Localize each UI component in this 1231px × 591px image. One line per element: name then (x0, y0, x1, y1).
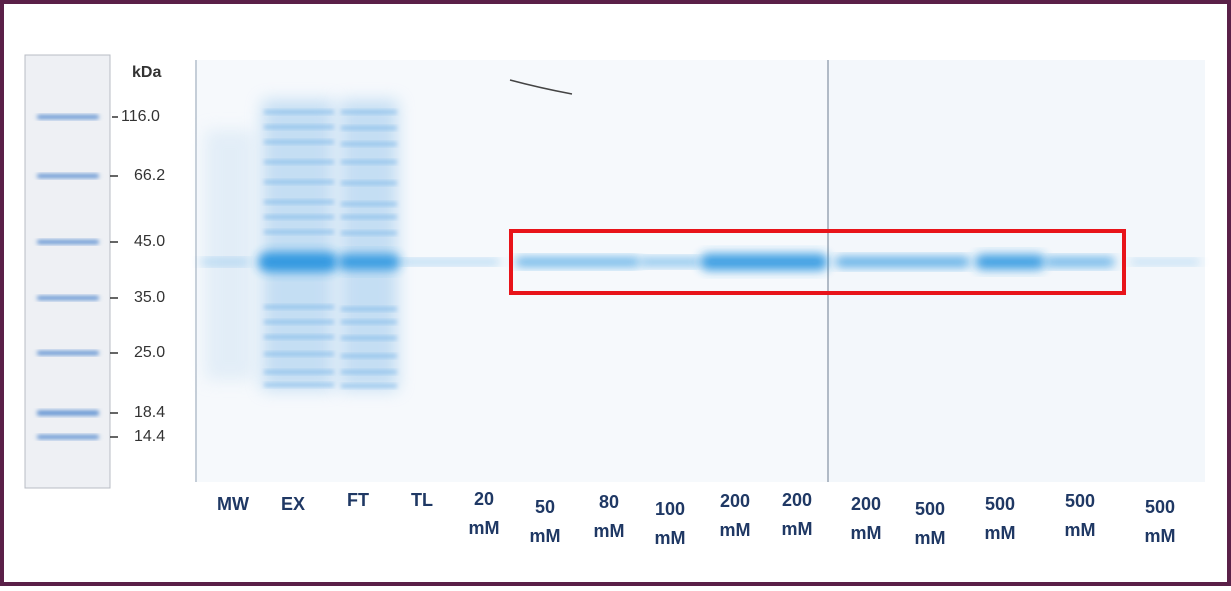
lane-label: mM (1145, 526, 1176, 546)
marker-label: 35.0 (134, 289, 165, 306)
protein-band (835, 257, 970, 267)
ladder-band (37, 351, 99, 355)
smear-band (341, 160, 397, 164)
smear-band (264, 320, 334, 324)
lane-label: mM (915, 528, 946, 548)
lane-label: 200 (851, 494, 881, 514)
smear-band (341, 354, 397, 358)
smear-band (341, 384, 397, 388)
lane-label: mM (782, 519, 813, 539)
smear-bands (264, 110, 397, 388)
smear-band (264, 370, 334, 374)
ladder-bands (37, 115, 99, 439)
protein-band (640, 258, 700, 266)
lane-label: mM (469, 518, 500, 538)
lane-label: 100 (655, 499, 685, 519)
marker-label: 14.4 (134, 428, 165, 445)
lane-label: mM (851, 523, 882, 543)
smear-band (341, 320, 397, 324)
protein-band (1045, 257, 1115, 267)
marker-label: 45.0 (134, 233, 165, 250)
ladder-band (37, 174, 99, 178)
smear-band (341, 110, 397, 114)
lane-label: FT (347, 490, 369, 510)
highlight-box (509, 229, 1126, 295)
protein-band (700, 253, 828, 271)
lane-label: 50 (535, 497, 555, 517)
ladder-band (37, 410, 99, 416)
protein-band (515, 257, 640, 267)
smear-band (341, 142, 397, 146)
smear-band (341, 215, 397, 219)
lane-label: TL (411, 490, 433, 510)
protein-band (200, 259, 250, 265)
lane-label: 500 (915, 499, 945, 519)
lane-label: 200 (720, 491, 750, 511)
smear-band (264, 180, 334, 184)
protein-band (1130, 259, 1200, 265)
protein-band (338, 254, 400, 270)
smear-band (264, 140, 334, 144)
gel-scratch (509, 79, 573, 95)
marker-label: 25.0 (134, 344, 165, 361)
smear-band (264, 125, 334, 129)
lane-label: mM (720, 520, 751, 540)
lane-label: mM (655, 528, 686, 548)
smear-band (264, 230, 334, 234)
lane-label: 80 (599, 492, 619, 512)
lane-label: 500 (985, 494, 1015, 514)
gel-right-part (828, 60, 1205, 482)
ladder-band (37, 296, 99, 300)
marker-label: 66.2 (134, 167, 165, 184)
ladder-panel (24, 54, 111, 489)
smear-band (264, 383, 334, 387)
marker-label: 116.0 (121, 108, 160, 125)
lane-label: mM (594, 521, 625, 541)
smear-band (341, 336, 397, 340)
lane-label: 200 (782, 490, 812, 510)
lane-smear (205, 130, 255, 380)
target-bands (200, 252, 1200, 272)
smear-band (264, 200, 334, 204)
lane-label: mM (530, 526, 561, 546)
smear-band (341, 126, 397, 130)
smear-band (341, 181, 397, 185)
lane-smear (262, 100, 334, 390)
lane-smear (340, 100, 398, 390)
smear-band (341, 370, 397, 374)
ladder-band (37, 240, 99, 244)
ladder-band (37, 435, 99, 439)
smear-band (264, 215, 334, 219)
lane-label: mM (1065, 520, 1096, 540)
smear-band (264, 352, 334, 356)
ladder-band (37, 115, 99, 119)
protein-band (975, 254, 1045, 270)
lane-labels: MW EX FT TL 20 mM 50 mM 80 mM 100 mM 200 mM 200 mM 200 mM… (217, 489, 1175, 548)
lane-label: MW (217, 494, 249, 514)
smear-band (264, 305, 334, 309)
smear-band (264, 160, 334, 164)
lane-label: EX (281, 494, 305, 514)
lane-label: 20 (474, 489, 494, 509)
smear-band (341, 307, 397, 311)
marker-unit: kDa (132, 64, 161, 81)
lane-label: mM (985, 523, 1016, 543)
protein-band (400, 259, 500, 265)
protein-band (258, 252, 338, 272)
smear-band (341, 231, 397, 235)
lane-label: 500 (1145, 497, 1175, 517)
smear-band (264, 110, 334, 114)
marker-label: 18.4 (134, 404, 165, 421)
smear-band (264, 335, 334, 339)
lane-label: 500 (1065, 491, 1095, 511)
smear-band (341, 202, 397, 206)
